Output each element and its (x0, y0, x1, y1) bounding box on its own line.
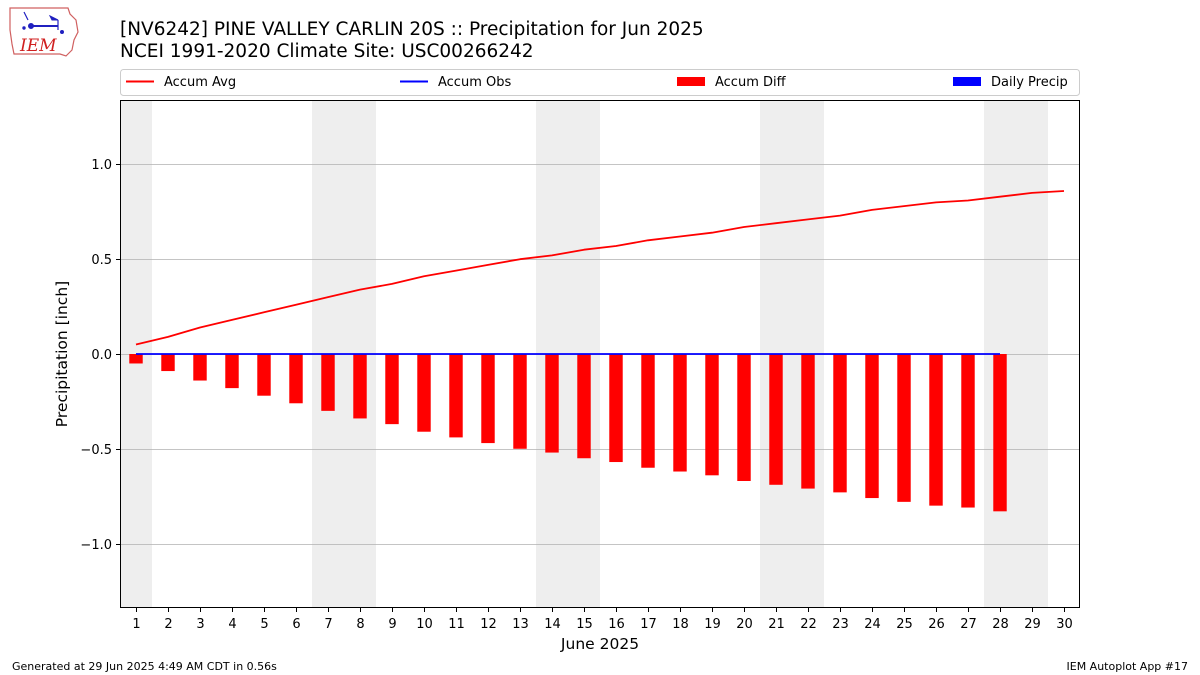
xtick-label-9: 10 (416, 617, 433, 632)
plot-area: 1 2 3 4 5 6 7 8 9 10 11 12 13 14 15 16 17 18 19 20 21 22 23 24 2… (80, 100, 1080, 632)
xtick-label-19: 20 (736, 617, 753, 632)
xtick-label-29: 30 (1056, 617, 1073, 632)
bar-accum-diff-9 (385, 354, 399, 425)
legend-label-accum-diff: Accum Diff (715, 75, 787, 90)
xtick-label-17: 18 (672, 617, 689, 632)
xtick-label-8: 9 (388, 617, 396, 632)
xtick-label-25: 26 (928, 617, 945, 632)
legend-swatch-daily-precip (953, 77, 981, 86)
xtick-label-12: 13 (512, 617, 529, 632)
footer-app: IEM Autoplot App #17 (1067, 660, 1189, 673)
xtick-label-7: 8 (356, 617, 364, 632)
xtick-label-13: 14 (544, 617, 561, 632)
xtick-label-20: 21 (768, 617, 785, 632)
legend-frame (120, 69, 1080, 96)
bar-accum-diff-4 (225, 354, 239, 389)
bar-accum-diff-1 (129, 354, 143, 364)
ytick-label-1: 0.5 (91, 253, 112, 268)
chart-title-line2: NCEI 1991-2020 Climate Site: USC00266242 (120, 41, 534, 62)
bar-accum-diff-7 (321, 354, 335, 411)
legend-label-accum-avg: Accum Avg (164, 75, 236, 90)
xtick-label-10: 11 (448, 617, 465, 632)
plot-frame (120, 100, 1080, 608)
bar-accum-diff-25 (897, 354, 911, 502)
xtick-label-5: 6 (292, 617, 300, 632)
xtick-label-23: 24 (864, 617, 881, 632)
xtick-label-18: 19 (704, 617, 721, 632)
chart-legend: Accum Avg Accum Obs Accum Diff Daily Precip (120, 69, 1080, 96)
bar-accum-diff-16 (609, 354, 623, 463)
bar-accum-diff-2 (161, 354, 175, 372)
ytick-label-4: −1.0 (80, 538, 112, 553)
iowa-outline (9, 7, 79, 57)
logo-text: IEM (19, 36, 57, 56)
xtick-label-4: 5 (260, 617, 268, 632)
bar-accum-diff-5 (257, 354, 271, 396)
xtick-label-1: 2 (164, 617, 172, 632)
xtick-label-14: 15 (576, 617, 593, 632)
bar-accum-diff-26 (929, 354, 943, 506)
xtick-label-2: 3 (196, 617, 204, 632)
bar-accum-diff-11 (449, 354, 463, 438)
xtick-label-27: 28 (992, 617, 1009, 632)
xtick-label-0: 1 (132, 617, 140, 632)
bar-accum-diff-19 (705, 354, 719, 476)
legend-label-accum-obs: Accum Obs (438, 75, 511, 90)
xtick-label-3: 4 (228, 617, 236, 632)
weather-station-icon (22, 11, 64, 34)
xtick-label-24: 25 (896, 617, 913, 632)
bar-accum-diff-6 (289, 354, 303, 404)
legend-label-daily-precip: Daily Precip (991, 75, 1068, 90)
xtick-label-26: 27 (960, 617, 977, 632)
legend-swatch-accum-diff (677, 77, 705, 86)
chart-title-line1: [NV6242] PINE VALLEY CARLIN 20S :: Preci… (120, 19, 704, 40)
y-axis-label: Precipitation [inch] (53, 281, 71, 427)
bar-accum-diff-23 (833, 354, 847, 493)
bar-accum-diff-3 (193, 354, 207, 381)
ytick-label-2: 0.0 (91, 348, 112, 363)
bar-accum-diff-12 (481, 354, 495, 444)
bar-accum-diff-24 (865, 354, 879, 499)
bar-accum-diff-17 (641, 354, 655, 468)
xtick-label-16: 17 (640, 617, 657, 632)
footer-generated: Generated at 29 Jun 2025 4:49 AM CDT in … (12, 660, 277, 673)
line-accum-avg (135, 190, 1065, 346)
bar-accum-diff-27 (961, 354, 975, 508)
xtick-label-11: 12 (480, 617, 497, 632)
bar-accum-diff-14 (545, 354, 559, 453)
ytick-label-0: 1.0 (91, 158, 112, 173)
bar-accum-diff-22 (801, 354, 815, 489)
x-axis-label: June 2025 (560, 635, 639, 653)
bar-accum-diff-21 (769, 354, 783, 485)
xtick-label-6: 7 (324, 617, 332, 632)
bar-accum-diff-28 (993, 354, 1007, 512)
xtick-label-22: 23 (832, 617, 849, 632)
bar-accum-diff-10 (417, 354, 431, 432)
xtick-label-28: 29 (1024, 617, 1041, 632)
bar-accum-diff-20 (737, 354, 751, 481)
xtick-label-21: 22 (800, 617, 817, 632)
ytick-label-3: −0.5 (80, 443, 112, 458)
bar-accum-diff-8 (353, 354, 367, 419)
bar-accum-diff-13 (513, 354, 527, 449)
bar-accum-diff-15 (577, 354, 591, 459)
iem-logo: IEM (9, 7, 79, 57)
xtick-label-15: 16 (608, 617, 625, 632)
bar-accum-diff-18 (673, 354, 687, 472)
